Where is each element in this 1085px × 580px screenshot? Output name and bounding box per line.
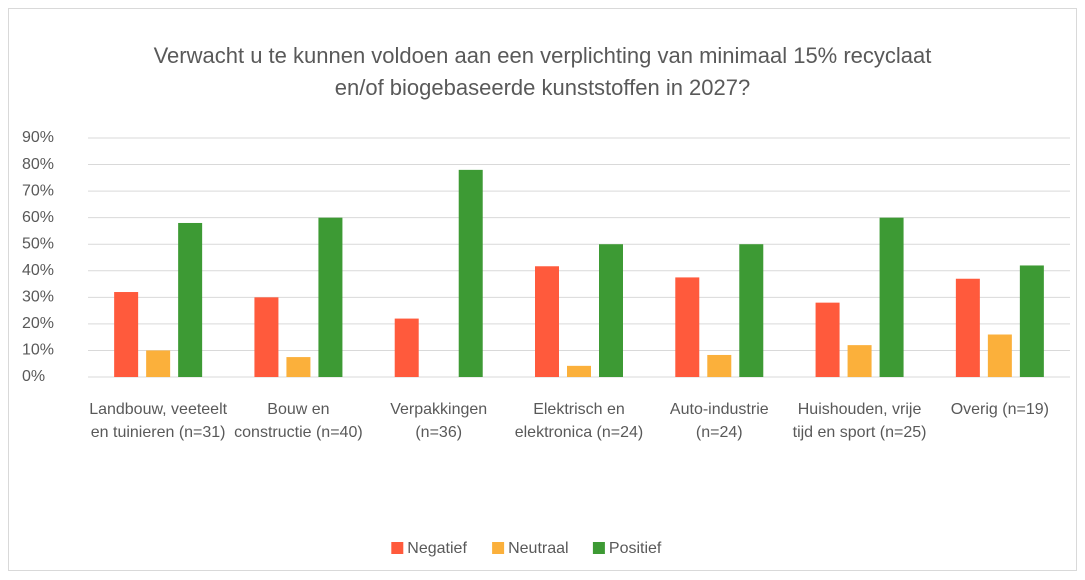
bar: [114, 292, 139, 377]
bar: [146, 350, 171, 377]
legend-swatch: [492, 542, 505, 554]
bar: [955, 278, 980, 377]
legend-label: Neutraal: [508, 540, 568, 557]
bar: [599, 244, 623, 377]
y-tick-label: 20%: [22, 315, 54, 332]
legend-swatch: [391, 542, 404, 554]
x-tick-label: Landbouw, veeteelt en tuinieren (n=31): [89, 401, 228, 441]
y-tick-label: 60%: [22, 209, 54, 226]
bar: [815, 302, 840, 377]
bar: [458, 169, 483, 377]
y-tick-label: 10%: [22, 342, 54, 359]
bar: [879, 217, 904, 377]
bar: [178, 222, 203, 377]
y-tick-label: 30%: [22, 289, 54, 306]
x-tick-label: Verpakkingen (n=36): [390, 401, 488, 441]
bar: [675, 277, 700, 377]
y-tick-label: 90%: [22, 129, 54, 146]
y-tick-label: 70%: [22, 182, 54, 199]
bar: [394, 318, 419, 377]
y-tick-label: 0%: [22, 368, 45, 385]
x-tick-label: Huishouden, vrije tijd en sport (n=25): [792, 401, 927, 441]
bar: [254, 297, 279, 377]
y-tick-label: 80%: [22, 156, 54, 173]
bar: [1019, 265, 1044, 377]
chart-title: Verwacht u te kunnen voldoen aan een ver…: [153, 43, 932, 100]
legend-label: Positief: [609, 540, 662, 557]
x-tick-label: Elektrisch en elektronica (n=24): [514, 401, 644, 441]
x-tick-label: Bouw en constructie (n=40): [234, 401, 363, 441]
bar: [707, 354, 732, 377]
legend-swatch: [592, 542, 605, 554]
bar: [987, 334, 1012, 377]
bar: [739, 244, 764, 377]
x-tick-label: Auto-industrie (n=24): [669, 401, 769, 441]
bar: [847, 345, 872, 377]
y-tick-label: 40%: [22, 262, 54, 279]
bar: [535, 266, 559, 377]
y-tick-label: 50%: [22, 235, 54, 252]
chart-border: [8, 8, 1077, 571]
legend-label: Negatief: [407, 540, 467, 557]
bar: [567, 365, 591, 377]
bar: [318, 217, 343, 377]
x-tick-label: Overig (n=19): [950, 401, 1049, 418]
bar: [286, 357, 311, 377]
